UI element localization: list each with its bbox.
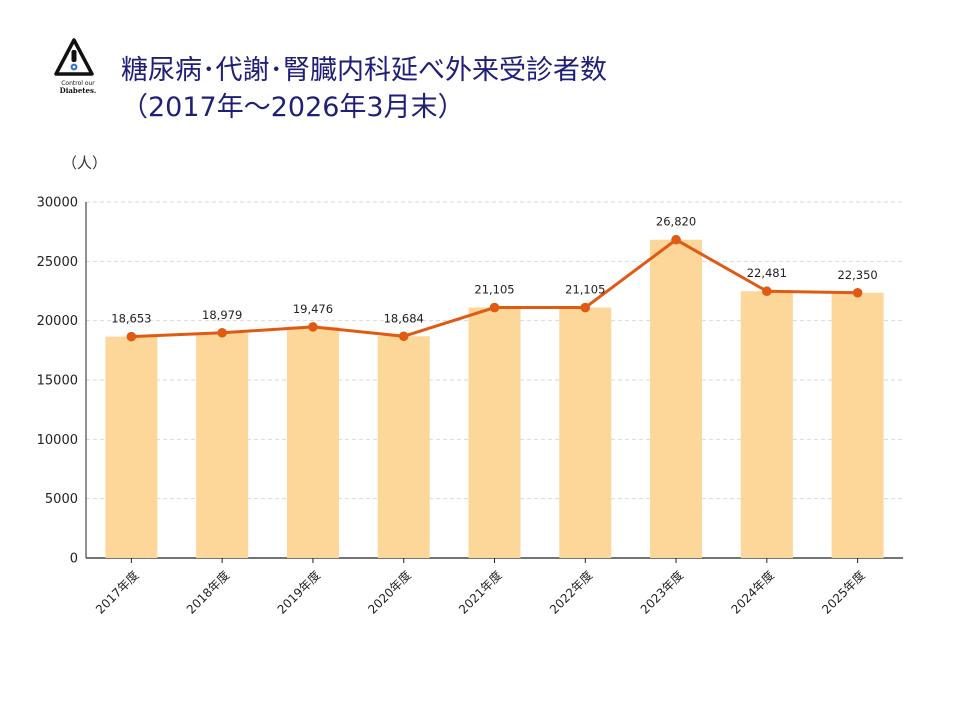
y-tick-label: 15000: [37, 374, 78, 389]
bar: [559, 307, 612, 558]
bar: [105, 336, 158, 558]
line-point: [126, 331, 137, 342]
line-point: [308, 322, 318, 332]
data-label: 18,653: [111, 312, 151, 326]
line-point: [217, 327, 227, 338]
x-tick-label: 2018年度: [183, 568, 232, 617]
y-tick-label: 20000: [37, 314, 78, 329]
y-axis-unit-label: （人）: [62, 154, 108, 172]
logo-text-line1: Control our: [61, 80, 95, 87]
y-tick-label: 0: [70, 552, 78, 567]
x-tick-label: 2019年度: [274, 568, 323, 617]
line-point: [671, 234, 681, 245]
line-point: [580, 302, 591, 313]
data-label: 18,684: [384, 311, 424, 325]
data-label: 26,820: [656, 215, 696, 229]
x-tick-label: 2017年度: [92, 568, 141, 617]
x-tick-label: 2023年度: [637, 568, 686, 617]
title-line1: 糖尿病･代謝･腎臓内科延べ外来受診者数: [121, 55, 607, 86]
x-tick-label: 2020年度: [365, 568, 414, 617]
data-label: 21,105: [474, 283, 514, 297]
title-line2: （2017年～2026年3月末）: [121, 92, 465, 123]
line-point: [489, 302, 500, 313]
page-title: 糖尿病･代謝･腎臓内科延べ外来受診者数 （2017年～2026年3月末）: [121, 52, 607, 126]
line-point: [398, 331, 409, 342]
bar: [196, 332, 249, 558]
logo-text-line2: Diabetes.: [60, 86, 97, 95]
data-label: 19,476: [293, 302, 333, 316]
data-label: 21,105: [565, 283, 605, 297]
bar: [468, 307, 521, 558]
y-tick-label: 5000: [45, 492, 78, 507]
data-label: 22,481: [747, 266, 787, 280]
bar: [377, 336, 430, 558]
x-tick-label: 2022年度: [546, 568, 595, 617]
line-point: [852, 287, 863, 298]
bar: [831, 292, 884, 558]
y-tick-label: 10000: [37, 433, 78, 448]
y-tick-label: 25000: [37, 255, 78, 270]
bar: [740, 291, 793, 558]
logo: Control our Diabetes.: [54, 38, 97, 95]
data-label: 22,350: [837, 268, 877, 282]
warning-triangle-icon: [54, 38, 94, 76]
line-point: [762, 286, 772, 297]
y-tick-label: 30000: [37, 196, 78, 211]
bar: [286, 326, 339, 558]
data-label: 18,979: [202, 308, 242, 322]
bar: [650, 239, 703, 558]
x-tick-label: 2024年度: [728, 568, 777, 617]
x-tick-label: 2025年度: [819, 568, 868, 617]
x-tick-label: 2021年度: [455, 568, 504, 617]
